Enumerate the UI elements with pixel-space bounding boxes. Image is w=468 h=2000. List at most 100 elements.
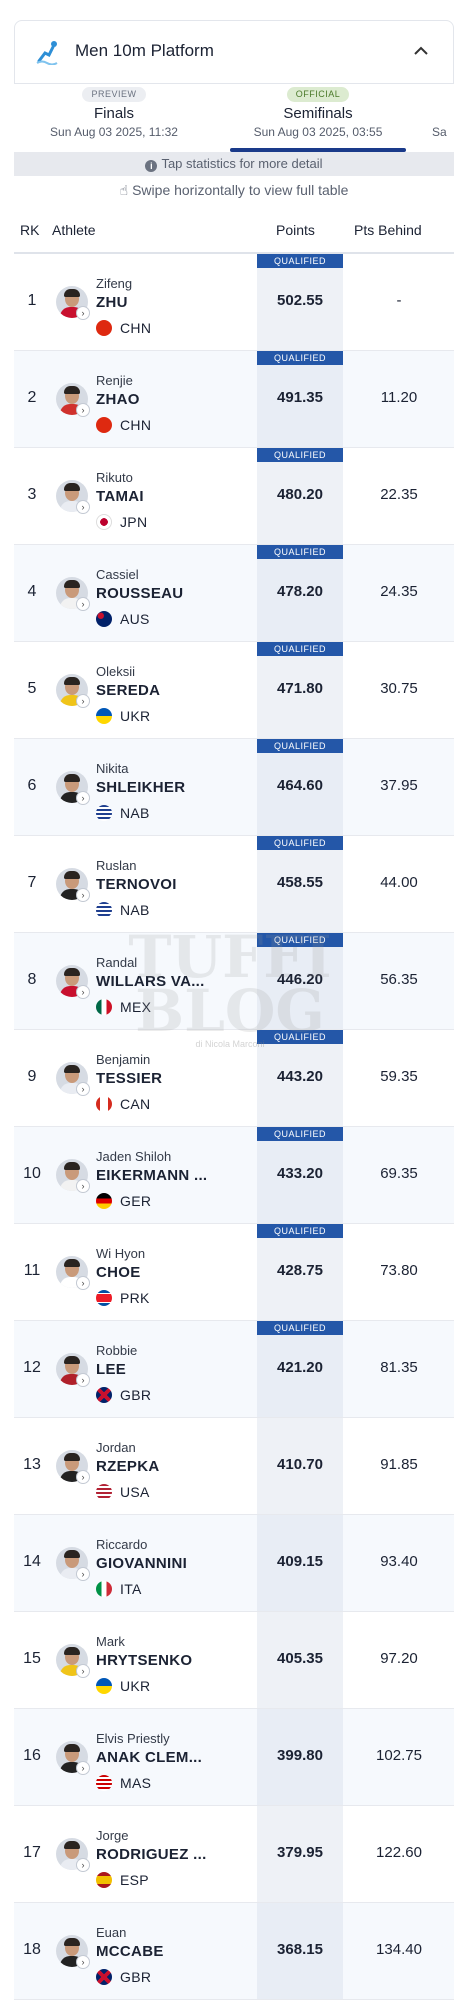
arrow-right-icon[interactable]: › bbox=[76, 1082, 90, 1096]
points-value[interactable]: 410.70 bbox=[277, 1456, 323, 1473]
table-row[interactable]: QUALIFIED 7 › Ruslan TERNOVOI NAB 458.55… bbox=[14, 836, 454, 933]
arrow-right-icon[interactable]: › bbox=[76, 1761, 90, 1775]
qualified-badge: QUALIFIED bbox=[257, 1321, 343, 1335]
pts-behind-value[interactable]: 37.95 bbox=[380, 777, 418, 794]
pts-behind-value[interactable]: 59.35 bbox=[380, 1068, 418, 1085]
points-value[interactable]: 502.55 bbox=[277, 292, 323, 309]
points-value[interactable]: 471.80 bbox=[277, 680, 323, 697]
pts-behind-value[interactable]: 22.35 bbox=[380, 486, 418, 503]
pts-behind-value[interactable]: 91.85 bbox=[380, 1456, 418, 1473]
qualified-badge: QUALIFIED bbox=[257, 545, 343, 559]
arrow-right-icon[interactable]: › bbox=[76, 1373, 90, 1387]
flag-chn-icon bbox=[96, 320, 112, 336]
avatar-body bbox=[60, 598, 84, 609]
country-code: GBR bbox=[120, 1387, 152, 1403]
points-value[interactable]: 478.20 bbox=[277, 583, 323, 600]
table-row[interactable]: QUALIFIED 6 › Nikita SHLEIKHER NAB 464.6… bbox=[14, 739, 454, 836]
table-row[interactable]: QUALIFIED 10 › Jaden Shiloh EIKERMANN ..… bbox=[14, 1127, 454, 1224]
pts-behind-value[interactable]: 30.75 bbox=[380, 680, 418, 697]
tab-semifinals[interactable]: OFFICIAL Semifinals Sun Aug 03 2025, 03:… bbox=[218, 84, 418, 152]
points-value[interactable]: 443.20 bbox=[277, 1068, 323, 1085]
pts-behind-value[interactable]: 81.35 bbox=[380, 1359, 418, 1376]
points-column-bg bbox=[257, 1030, 343, 1126]
points-value[interactable]: 491.35 bbox=[277, 389, 323, 406]
athlete-first-name: Benjamin bbox=[96, 1052, 151, 1067]
pts-behind-value[interactable]: 56.35 bbox=[380, 971, 418, 988]
athlete-first-name: Wi Hyon bbox=[96, 1246, 146, 1261]
table-row[interactable]: QUALIFIED 9 › Benjamin TESSIER CAN 443.2… bbox=[14, 1030, 454, 1127]
points-value[interactable]: 458.55 bbox=[277, 874, 323, 891]
active-tab-indicator bbox=[230, 148, 406, 152]
column-athlete[interactable]: Athlete bbox=[52, 222, 96, 238]
pts-behind-value[interactable]: 97.20 bbox=[380, 1650, 418, 1667]
athlete-last-name: SEREDA bbox=[96, 682, 161, 699]
table-row[interactable]: 18 › Euan MCCABE GBR 368.15 134.40 bbox=[14, 1903, 454, 2000]
points-value[interactable]: 428.75 bbox=[277, 1262, 323, 1279]
table-row[interactable]: QUALIFIED 12 › Robbie LEE GBR 421.20 81.… bbox=[14, 1321, 454, 1418]
pts-behind-value[interactable]: 24.35 bbox=[380, 583, 418, 600]
pts-behind-value[interactable]: 93.40 bbox=[380, 1553, 418, 1570]
table-row[interactable]: 16 › Elvis Priestly ANAK CLEM... MAS 399… bbox=[14, 1709, 454, 1806]
event-header[interactable]: Men 10m Platform bbox=[14, 20, 454, 84]
pts-behind-value[interactable]: 134.40 bbox=[376, 1941, 422, 1958]
athlete-first-name: Nikita bbox=[96, 761, 129, 776]
points-value[interactable]: 433.20 bbox=[277, 1165, 323, 1182]
arrow-right-icon[interactable]: › bbox=[76, 1858, 90, 1872]
column-pts-behind[interactable]: Pts Behind bbox=[354, 222, 422, 238]
tab-next[interactable]: Sa bbox=[432, 84, 454, 152]
arrow-right-icon[interactable]: › bbox=[76, 500, 90, 514]
column-points[interactable]: Points bbox=[276, 222, 315, 238]
tab-label: Finals bbox=[93, 105, 134, 122]
pts-behind-value[interactable]: 73.80 bbox=[380, 1262, 418, 1279]
tab-date: Sun Aug 03 2025, 03:55 bbox=[253, 125, 383, 139]
arrow-right-icon[interactable]: › bbox=[76, 1276, 90, 1290]
rank: 8 bbox=[27, 971, 37, 988]
arrow-right-icon[interactable]: › bbox=[76, 1955, 90, 1969]
arrow-right-icon[interactable]: › bbox=[76, 597, 90, 611]
pts-behind-value[interactable]: 44.00 bbox=[380, 874, 418, 891]
tab-finals[interactable]: PREVIEW Finals Sun Aug 03 2025, 11:32 bbox=[14, 84, 214, 152]
points-value[interactable]: 379.95 bbox=[277, 1844, 323, 1861]
arrow-right-icon[interactable]: › bbox=[76, 888, 90, 902]
arrow-right-icon[interactable]: › bbox=[76, 694, 90, 708]
table-row[interactable]: QUALIFIED 3 › Rikuto TAMAI JPN 480.20 22… bbox=[14, 448, 454, 545]
athlete-first-name: Jorge bbox=[96, 1828, 129, 1843]
pts-behind-value[interactable]: 69.35 bbox=[380, 1165, 418, 1182]
table-row[interactable]: QUALIFIED 1 › Zifeng ZHU CHN 502.55 - bbox=[14, 254, 454, 351]
points-value[interactable]: 399.80 bbox=[277, 1747, 323, 1764]
arrow-right-icon[interactable]: › bbox=[76, 1664, 90, 1678]
avatar-body bbox=[60, 792, 84, 803]
arrow-right-icon[interactable]: › bbox=[76, 1470, 90, 1484]
chevron-up-icon[interactable] bbox=[413, 43, 429, 59]
arrow-right-icon[interactable]: › bbox=[76, 1567, 90, 1581]
column-rk[interactable]: RK bbox=[20, 222, 40, 238]
points-value[interactable]: 446.20 bbox=[277, 971, 323, 988]
qualified-badge: QUALIFIED bbox=[257, 448, 343, 462]
table-row[interactable]: 13 › Jordan RZEPKA USA 410.70 91.85 bbox=[14, 1418, 454, 1515]
table-row[interactable]: QUALIFIED 8 › Randal WILLARS VA... MEX 4… bbox=[14, 933, 454, 1030]
table-row[interactable]: 15 › Mark HRYTSENKO UKR 405.35 97.20 bbox=[14, 1612, 454, 1709]
avatar-hair bbox=[64, 1162, 80, 1170]
table-row[interactable]: QUALIFIED 2 › Renjie ZHAO CHN 491.35 11.… bbox=[14, 351, 454, 448]
table-row[interactable]: QUALIFIED 5 › Oleksii SEREDA UKR 471.80 … bbox=[14, 642, 454, 739]
pts-behind-value[interactable]: 102.75 bbox=[376, 1747, 422, 1764]
pts-behind-value[interactable]: 11.20 bbox=[380, 389, 418, 406]
arrow-right-icon[interactable]: › bbox=[76, 791, 90, 805]
points-value[interactable]: 464.60 bbox=[277, 777, 323, 794]
arrow-right-icon[interactable]: › bbox=[76, 403, 90, 417]
table-row[interactable]: 17 › Jorge RODRIGUEZ ... ESP 379.95 122.… bbox=[14, 1806, 454, 1903]
arrow-right-icon[interactable]: › bbox=[76, 985, 90, 999]
pts-behind-value[interactable]: - bbox=[396, 292, 402, 309]
points-value[interactable]: 421.20 bbox=[277, 1359, 323, 1376]
arrow-right-icon[interactable]: › bbox=[76, 1179, 90, 1193]
points-column-bg bbox=[257, 1806, 343, 1902]
points-value[interactable]: 409.15 bbox=[277, 1553, 323, 1570]
points-value[interactable]: 480.20 bbox=[277, 486, 323, 503]
table-row[interactable]: QUALIFIED 11 › Wi Hyon CHOE PRK 428.75 7… bbox=[14, 1224, 454, 1321]
table-row[interactable]: 14 › Riccardo GIOVANNINI ITA 409.15 93.4… bbox=[14, 1515, 454, 1612]
points-value[interactable]: 405.35 bbox=[277, 1650, 323, 1667]
table-row[interactable]: QUALIFIED 4 › Cassiel ROUSSEAU AUS 478.2… bbox=[14, 545, 454, 642]
pts-behind-value[interactable]: 122.60 bbox=[376, 1844, 422, 1861]
arrow-right-icon[interactable]: › bbox=[76, 306, 90, 320]
points-value[interactable]: 368.15 bbox=[277, 1941, 323, 1958]
